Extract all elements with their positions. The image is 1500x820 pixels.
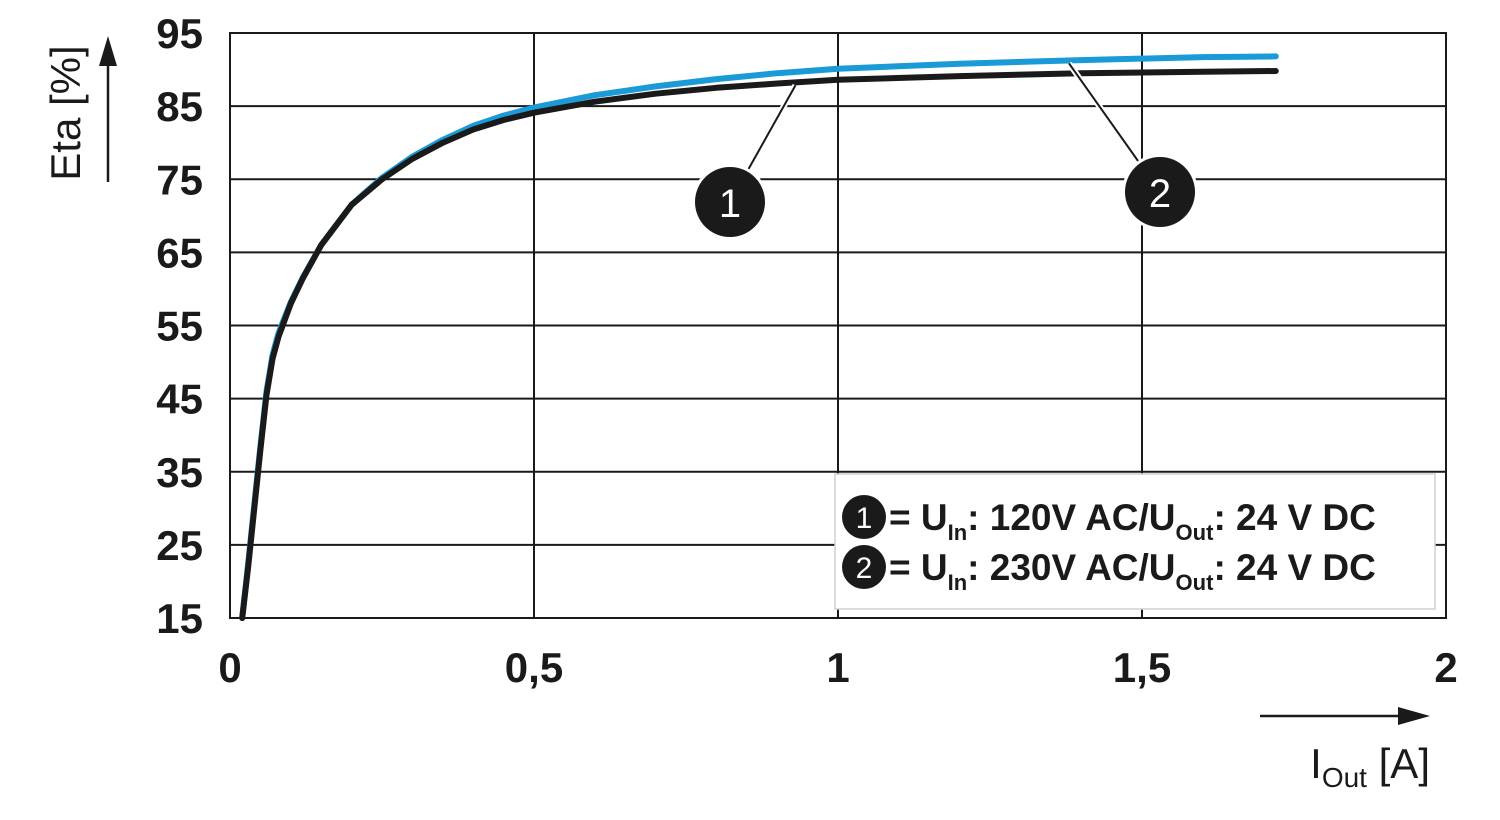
x-tick-label: 1,5 — [1113, 644, 1171, 691]
series-line-1 — [239, 68, 1279, 621]
x-tick-label: 2 — [1434, 644, 1457, 691]
x-axis-arrow-head — [1398, 707, 1430, 725]
plot-frame — [229, 32, 1447, 619]
y-tick-label: 25 — [156, 522, 203, 569]
y-axis-title: Eta [%] — [42, 45, 89, 180]
callout-marker-label: 1 — [719, 182, 741, 226]
callout-leader-2 — [1068, 62, 1141, 164]
legend-box — [834, 473, 1436, 610]
y-axis-arrow-head — [99, 36, 117, 66]
legend-marker-label: 2 — [856, 552, 873, 585]
y-tick-label: 55 — [156, 303, 203, 350]
legend-marker-2 — [842, 545, 886, 589]
legend-entry-2: = UIn: 230V AC/UOut: 24 V DC — [889, 547, 1376, 595]
callout-marker-2 — [1125, 157, 1195, 227]
x-tick-label: 1 — [826, 644, 849, 691]
y-tick-label: 65 — [156, 229, 203, 276]
legend-entry-1: = UIn: 120V AC/UOut: 24 V DC — [889, 497, 1376, 545]
callout-leader-1 — [746, 84, 797, 172]
y-tick-label: 75 — [156, 156, 203, 203]
y-tick-label: 15 — [156, 595, 203, 642]
callout-marker-1 — [695, 167, 765, 237]
y-tick-label: 45 — [156, 376, 203, 423]
y-tick-label: 95 — [156, 10, 203, 57]
y-tick-label: 85 — [156, 83, 203, 130]
callout-marker-label: 2 — [1149, 172, 1171, 216]
x-axis-title: IOut [A] — [1310, 740, 1430, 793]
x-tick-label: 0 — [218, 644, 241, 691]
x-tick-label: 0,5 — [505, 644, 563, 691]
legend-marker-1 — [842, 495, 886, 539]
y-tick-label: 35 — [156, 449, 203, 496]
legend-marker-label: 1 — [856, 502, 873, 535]
